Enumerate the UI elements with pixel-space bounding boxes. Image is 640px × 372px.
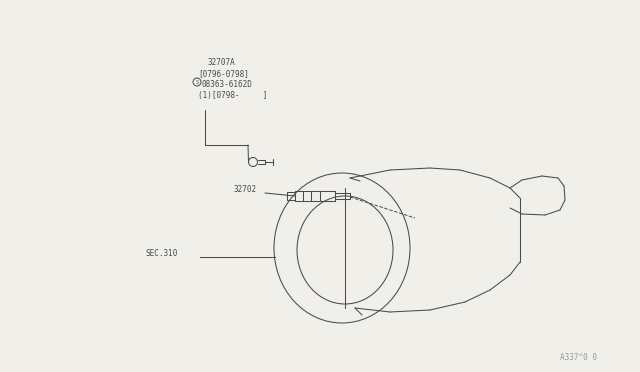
Text: 32702: 32702 [233,185,256,193]
Text: S: S [195,80,198,84]
Text: SEC.310: SEC.310 [145,250,177,259]
Text: 08363-6162D: 08363-6162D [202,80,253,89]
Text: A337^0 0: A337^0 0 [560,353,597,362]
Text: (1)[0798-     ]: (1)[0798- ] [198,91,268,100]
Text: 32707A: 32707A [208,58,236,67]
Text: [0796-0798]: [0796-0798] [198,69,249,78]
